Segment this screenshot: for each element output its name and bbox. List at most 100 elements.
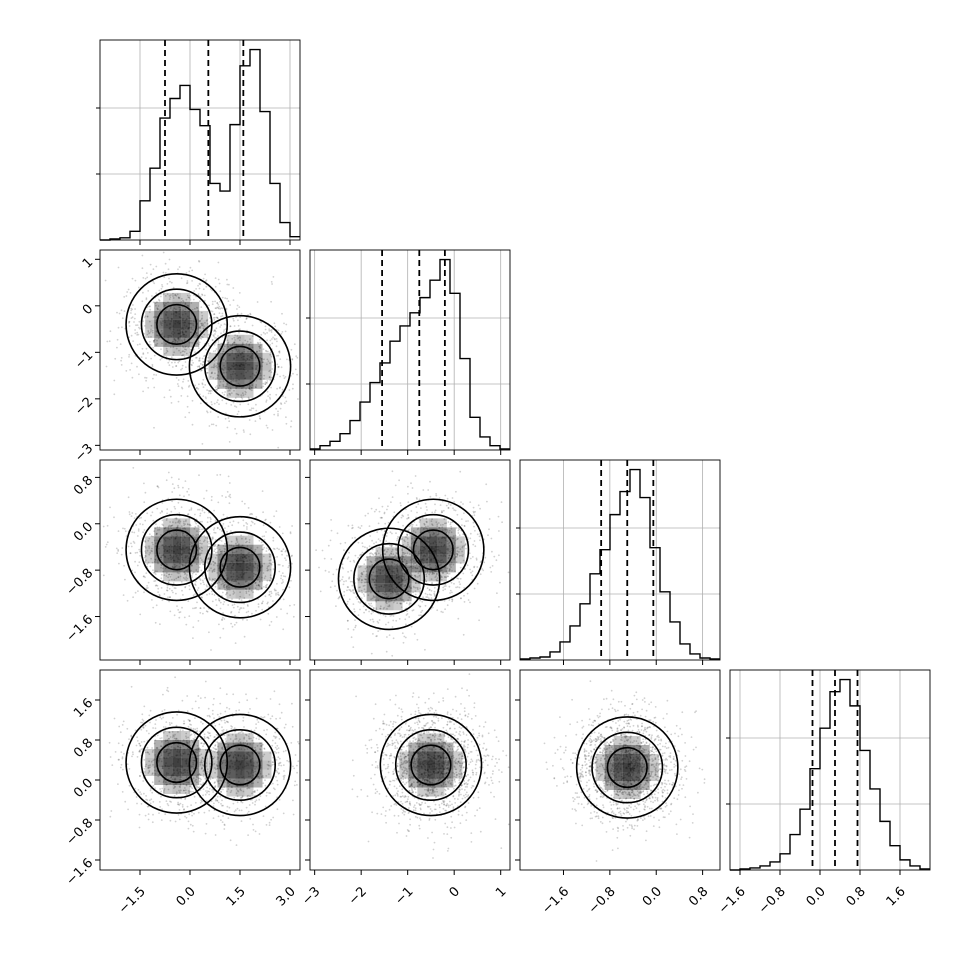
scatter-point [334, 585, 336, 587]
histogram-step [520, 468, 720, 660]
scatter-point [276, 556, 278, 558]
scatter-point [288, 389, 291, 391]
scatter-point [123, 752, 125, 755]
scatter-point [175, 347, 178, 350]
scatter-point [206, 389, 209, 391]
scatter-point [128, 511, 131, 513]
scatter-point [233, 796, 236, 799]
scatter-point [185, 298, 188, 301]
scatter-point [405, 508, 407, 511]
scatter-point [213, 697, 215, 700]
scatter-point [222, 348, 225, 351]
scatter-point [120, 357, 123, 359]
scatter-point [269, 344, 271, 346]
scatter-point [192, 362, 195, 364]
density-cell [402, 556, 412, 566]
scatter-point [217, 278, 220, 281]
scatter-point [199, 612, 202, 614]
scatter-point [284, 330, 287, 333]
scatter-point [145, 272, 148, 274]
scatter-point [134, 308, 137, 310]
scatter-point [192, 328, 194, 331]
scatter-point [116, 346, 118, 349]
scatter-point [141, 347, 144, 350]
scatter-point [422, 489, 425, 491]
scatter-point [199, 402, 202, 405]
scatter-point [378, 619, 381, 621]
scatter-point [447, 507, 450, 509]
scatter-point [133, 321, 135, 323]
density-cell [208, 370, 218, 380]
scatter-point [166, 589, 169, 592]
scatter-point [131, 316, 134, 319]
density-cell [217, 361, 227, 371]
scatter-point [230, 611, 232, 614]
scatter-point [248, 387, 251, 390]
scatter-point [102, 525, 105, 528]
scatter-point [196, 386, 198, 389]
scatter-point [120, 553, 123, 556]
scatter-point [226, 706, 228, 709]
scatter-point [120, 309, 123, 312]
scatter-point [202, 581, 205, 584]
scatter-point [473, 525, 475, 528]
scatter-point [217, 416, 220, 418]
scatter-point [155, 523, 157, 525]
scatter-point [185, 272, 188, 274]
scatter-point [195, 606, 198, 609]
scatter-point [265, 382, 268, 384]
scatter-point [173, 587, 176, 589]
scatter-point [125, 370, 128, 372]
scatter-point [479, 539, 481, 542]
scatter-point [232, 606, 235, 609]
scatter-point [188, 588, 191, 591]
scatter-point [416, 638, 419, 641]
scatter-point [463, 594, 465, 597]
scatter-point [429, 495, 432, 498]
histogram-panel-1 [306, 249, 511, 451]
scatter-point [226, 297, 229, 300]
scatter-point [446, 497, 449, 500]
scatter-point [204, 273, 207, 276]
density-cell [235, 580, 245, 590]
scatter-point [232, 341, 235, 344]
scatter-point [223, 828, 226, 830]
scatter-point [269, 393, 271, 396]
scatter-point [163, 593, 166, 595]
scatter-point [392, 615, 395, 617]
scatter-point [166, 686, 169, 689]
density-cell [163, 319, 173, 329]
scatter-point [174, 293, 177, 296]
scatter-point [225, 729, 228, 731]
scatter-point [296, 771, 298, 774]
scatter-point [428, 588, 431, 591]
scatter-point [192, 594, 195, 597]
scatter-point [139, 327, 141, 330]
scatter-point [190, 507, 193, 509]
density-cell [181, 572, 191, 582]
scatter-point [278, 350, 280, 353]
scatter-point [245, 388, 247, 390]
scatter-point [200, 778, 203, 781]
scatter-point [222, 603, 225, 606]
scatter-point [163, 276, 166, 278]
scatter-point [336, 589, 338, 592]
scatter-point [491, 550, 493, 553]
scatter-point [193, 290, 196, 292]
scatter-point [249, 388, 252, 391]
scatter-point [256, 350, 259, 353]
scatter-point [234, 405, 236, 408]
scatter-point [273, 548, 276, 550]
scatter-point [199, 607, 202, 609]
scatter-point [210, 366, 213, 369]
scatter-point [283, 377, 286, 380]
scatter-point [259, 417, 261, 419]
scatter-point [143, 767, 146, 770]
scatter-point [213, 318, 216, 321]
scatter-point [296, 373, 298, 376]
scatter-point [251, 335, 254, 337]
scatter-point [155, 316, 158, 319]
scatter-point [353, 608, 356, 610]
scatter-point [148, 305, 151, 308]
scatter-point [460, 518, 463, 520]
